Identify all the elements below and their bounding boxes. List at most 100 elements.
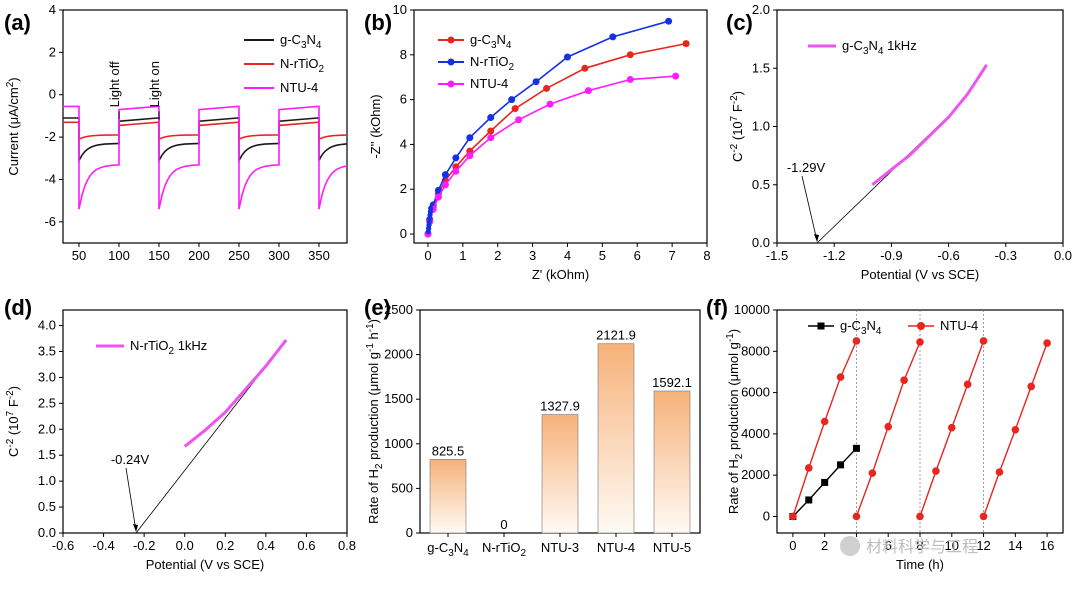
data-point xyxy=(543,84,551,92)
arrow-head xyxy=(814,234,820,242)
bar-value-label: 0 xyxy=(500,517,507,532)
data-point xyxy=(672,72,680,80)
y-axis-label: Rate of H2 production (μmol g-1) xyxy=(725,329,745,514)
x-tick-label: -0.6 xyxy=(52,538,74,553)
x-tick-label: 0 xyxy=(424,248,431,263)
data-point xyxy=(979,337,988,345)
data-point xyxy=(852,512,861,521)
y-tick-label: 10000 xyxy=(734,302,770,317)
y-tick-label: 1.5 xyxy=(752,60,770,75)
plot-frame xyxy=(413,9,708,244)
series-line-NTU-4 xyxy=(427,75,676,235)
intercept-arrow xyxy=(801,175,818,242)
panel-f: (f)02468101214160200040006000800010000Ti… xyxy=(706,295,1064,572)
y-tick-label: 1.5 xyxy=(38,447,56,462)
legend-marker xyxy=(917,322,925,330)
panel-label: (f) xyxy=(706,295,728,320)
x-tick-label: 7 xyxy=(669,248,676,263)
x-tick-label: 0.4 xyxy=(257,538,275,553)
y-tick-label: -6 xyxy=(44,214,56,229)
x-tick-label: 12 xyxy=(976,538,990,553)
panel-label: (c) xyxy=(726,10,753,35)
data-point xyxy=(836,373,845,381)
x-axis-label: Potential (V vs SCE) xyxy=(861,267,980,282)
legend-label: g-C3N4 xyxy=(280,32,322,51)
legend-label: g-C3N4 xyxy=(840,318,882,337)
watermark-text: 材料科学与工程 xyxy=(866,538,978,556)
x-tick-label: 350 xyxy=(308,248,330,263)
data-point xyxy=(508,96,516,104)
y-axis-label: Current (μA/cm2) xyxy=(5,77,21,175)
series-line-N-rTiO2 xyxy=(63,121,347,141)
legend-label: NTU-4 xyxy=(940,318,978,333)
data-point xyxy=(852,444,860,452)
data-point xyxy=(487,127,495,135)
data-point xyxy=(821,478,829,486)
y-tick-label: 3.0 xyxy=(38,369,56,384)
x-tick-label: 4 xyxy=(564,248,571,263)
data-point xyxy=(1011,425,1020,434)
data-point xyxy=(626,51,634,59)
data-point xyxy=(466,152,474,160)
x-tick-label: 250 xyxy=(228,248,250,263)
legend-marker xyxy=(447,80,455,88)
x-tick-label: -1.2 xyxy=(823,248,845,263)
x-tick-label: 300 xyxy=(268,248,290,263)
y-tick-label: 2 xyxy=(400,181,407,196)
bar-value-label: 825.5 xyxy=(432,443,465,458)
x-tick-label: -0.3 xyxy=(995,248,1017,263)
y-tick-label: 2000 xyxy=(741,467,770,482)
data-point xyxy=(581,64,589,72)
x-tick-label: 10 xyxy=(945,538,959,553)
legend-label: g-C3N4 1kHz xyxy=(842,38,917,57)
x-tick-label: 150 xyxy=(148,248,170,263)
wechat-icon xyxy=(840,536,860,556)
annotation-light-off: Light off xyxy=(107,61,122,107)
intercept-label: -1.29V xyxy=(787,160,826,175)
y-axis-label: -Z'' (kOhm) xyxy=(368,94,383,158)
x-tick-label: NTU-3 xyxy=(541,540,579,555)
x-tick-label: 0.0 xyxy=(176,538,194,553)
x-axis-label: Time (h) xyxy=(896,557,944,572)
x-tick-label: 5 xyxy=(599,248,606,263)
data-point xyxy=(1027,382,1036,391)
x-tick-label: 0.8 xyxy=(338,538,356,553)
intercept-label: -0.24V xyxy=(111,452,150,467)
data-point xyxy=(626,75,634,83)
bar-value-label: 2121.9 xyxy=(596,328,636,343)
series-line-NTU-4 xyxy=(63,105,348,210)
panel-c: (c) -1.5 -1.2 -0.9 -0.6 -0.3 0.0 0.0 0.5 1.0 1.5 2.… xyxy=(726,2,1072,282)
x-tick-label: -0.2 xyxy=(133,538,155,553)
x-tick-label: 6 xyxy=(634,248,641,263)
x-tick-label: 100 xyxy=(108,248,130,263)
y-tick-label: 0.5 xyxy=(38,499,56,514)
data-point xyxy=(804,464,813,472)
y-tick-label: 3.5 xyxy=(38,343,56,358)
data-point xyxy=(428,205,434,211)
y-tick-label: 0.5 xyxy=(752,177,770,192)
y-tick-label: 500 xyxy=(391,480,413,495)
data-point xyxy=(682,40,690,48)
x-tick-label: 2 xyxy=(821,538,828,553)
data-point xyxy=(434,193,442,201)
y-tick-label: 1500 xyxy=(384,391,413,406)
bar-NTU-3 xyxy=(541,414,579,534)
y-tick-label: 0 xyxy=(400,226,407,241)
legend-label: N-rTiO2 xyxy=(280,56,325,75)
data-point xyxy=(609,33,617,41)
data-point xyxy=(487,114,495,122)
y-tick-label: 2000 xyxy=(384,347,413,362)
y-tick-label: 4.0 xyxy=(38,318,56,333)
panel-e: (e) 0 500 1000 1500 2000 2500 Rate of H2 produc… xyxy=(364,295,701,559)
watermark: 材料科学与工程 xyxy=(840,536,978,556)
data-point xyxy=(452,167,460,175)
x-tick-label: -0.6 xyxy=(937,248,959,263)
y-tick-label: -4 xyxy=(44,171,56,186)
data-point xyxy=(837,461,845,469)
x-tick-label: 2 xyxy=(494,248,501,263)
x-tick-label: 8 xyxy=(703,248,710,263)
series-line-g-C3N4 1kHz xyxy=(871,63,988,186)
data-point xyxy=(515,116,523,124)
annotation-light-on: Light on xyxy=(147,61,162,107)
data-point xyxy=(546,100,554,108)
